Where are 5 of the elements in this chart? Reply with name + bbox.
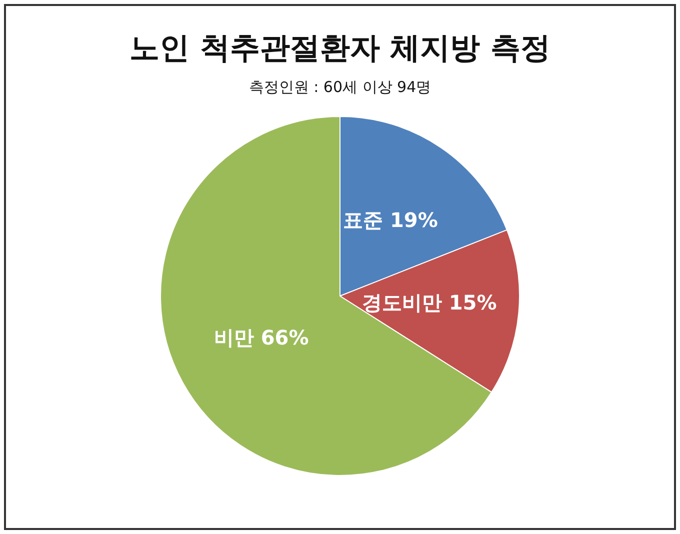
slice-label: 경도비만 15% <box>362 290 497 315</box>
chart-title: 노인 척추관절환자 체지방 측정 <box>128 30 552 68</box>
slice-label: 비만 66% <box>214 325 309 350</box>
chart-subtitle: 측정인원 : 60세 이상 94명 <box>248 78 432 97</box>
slice-label: 표준 19% <box>343 208 438 232</box>
